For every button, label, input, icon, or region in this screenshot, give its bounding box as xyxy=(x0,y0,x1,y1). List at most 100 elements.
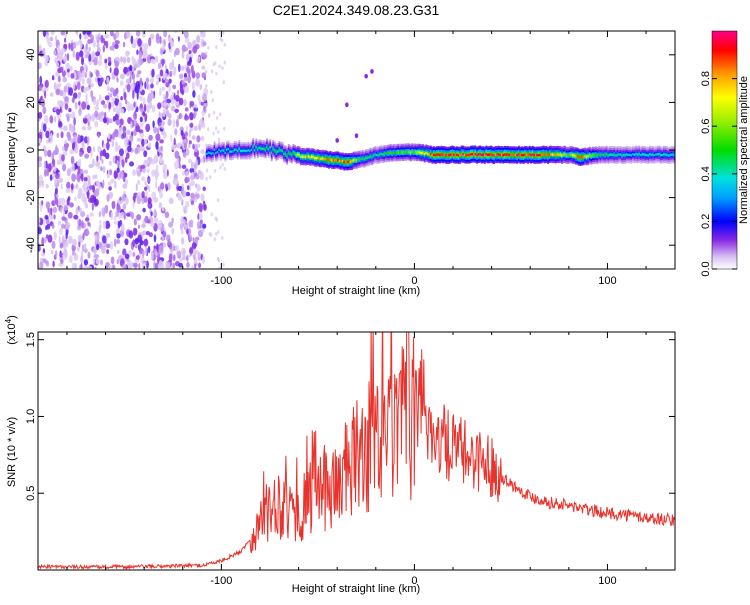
signal-cell xyxy=(297,153,299,156)
noise-cell xyxy=(156,243,159,253)
noise-cell xyxy=(163,31,168,38)
noise-cell xyxy=(64,139,67,145)
noise-cell xyxy=(149,78,154,83)
snr-panel: -100 0 100 0.5 1.0 1.5 Height of straight li… xyxy=(4,315,676,595)
noise-cell xyxy=(51,75,55,81)
noise-cell xyxy=(196,184,201,192)
noise-cell xyxy=(81,212,86,217)
signal-cell xyxy=(567,154,570,157)
noise-cell xyxy=(92,246,97,255)
noise-cell xyxy=(116,204,121,214)
noise-cell xyxy=(83,63,87,71)
y-tick-label: 1.5 xyxy=(25,332,37,347)
noise-cell xyxy=(221,66,224,71)
x-tick-label: 100 xyxy=(598,575,616,587)
signal-cell xyxy=(290,153,293,157)
noise-cell xyxy=(162,231,167,238)
noise-cell xyxy=(66,181,71,190)
noise-cell xyxy=(124,196,129,206)
noise-cell xyxy=(116,239,121,244)
noise-cell xyxy=(144,113,148,122)
noise-cell xyxy=(80,173,84,182)
signal-cell xyxy=(222,149,225,152)
noise-cell xyxy=(189,167,195,174)
noise-cell xyxy=(133,129,137,136)
noise-cell xyxy=(78,219,82,227)
noise-cell xyxy=(148,37,152,47)
noise-cell xyxy=(223,60,226,65)
noise-cell xyxy=(160,145,163,151)
noise-cell xyxy=(50,249,54,255)
noise-cell xyxy=(184,176,189,184)
noise-cell xyxy=(102,45,106,53)
noise-cell xyxy=(110,178,115,184)
noise-cell xyxy=(198,211,203,221)
noise-cell xyxy=(183,77,188,82)
noise-cell xyxy=(170,95,173,102)
noise-cell xyxy=(100,259,103,266)
noise-cell xyxy=(153,126,158,134)
signal-cell xyxy=(327,159,330,162)
signal-cell xyxy=(504,153,506,156)
signal-cell xyxy=(575,154,577,158)
signal-cell xyxy=(422,151,424,154)
noise-cell xyxy=(65,231,68,240)
noise-cell xyxy=(193,125,198,131)
noise-cell xyxy=(184,85,189,94)
signal-cell xyxy=(434,154,437,157)
noise-cell xyxy=(179,73,184,80)
noise-cell xyxy=(180,215,184,224)
noise-cell xyxy=(112,132,115,141)
noise-cell xyxy=(95,34,98,41)
noise-cell xyxy=(94,76,99,83)
noise-cell xyxy=(205,176,208,181)
noise-cell xyxy=(72,164,75,173)
signal-cell xyxy=(470,153,472,156)
noise-cell xyxy=(84,243,87,249)
signal-cell xyxy=(230,150,233,153)
noise-cell xyxy=(136,49,139,55)
signal-cell xyxy=(368,156,370,159)
noise-cell xyxy=(53,82,57,91)
signal-cell xyxy=(483,154,486,157)
signal-cell xyxy=(437,153,440,156)
noise-cell xyxy=(194,263,197,269)
noise-cell xyxy=(215,126,218,131)
signal-cell xyxy=(378,153,381,156)
noise-cell xyxy=(199,171,204,181)
noise-cell xyxy=(70,138,74,144)
noise-cell xyxy=(181,199,184,206)
noise-cell xyxy=(218,266,221,269)
noise-cell xyxy=(78,91,82,97)
noise-cell xyxy=(139,95,143,102)
noise-cell xyxy=(94,188,100,197)
noise-cell xyxy=(66,116,70,122)
noise-cell xyxy=(175,94,180,102)
noise-cell xyxy=(78,101,81,106)
noise-cell xyxy=(119,211,125,219)
signal-cell xyxy=(224,151,227,155)
signal-cell xyxy=(609,153,611,156)
signal-cell xyxy=(283,152,285,155)
noise-cell xyxy=(58,235,61,244)
noise-cell xyxy=(106,76,110,85)
signal-cell xyxy=(453,153,455,156)
noise-cell xyxy=(63,243,67,251)
noise-cell xyxy=(100,166,103,172)
noise-cell xyxy=(45,34,49,42)
noise-cell xyxy=(114,60,119,68)
signal-cell xyxy=(519,154,522,157)
noise-cell xyxy=(153,245,157,250)
signal-cell xyxy=(391,152,394,155)
noise-cell xyxy=(60,258,64,264)
noise-cell xyxy=(150,83,154,89)
noise-cell xyxy=(114,113,119,121)
noise-cell xyxy=(153,154,159,164)
noise-cell xyxy=(142,51,148,59)
noise-cell xyxy=(178,63,181,73)
signal-cell xyxy=(547,154,550,157)
noise-cell xyxy=(173,137,176,146)
noise-cell xyxy=(135,255,140,260)
noise-cell xyxy=(77,134,81,143)
noise-cell xyxy=(121,160,125,168)
